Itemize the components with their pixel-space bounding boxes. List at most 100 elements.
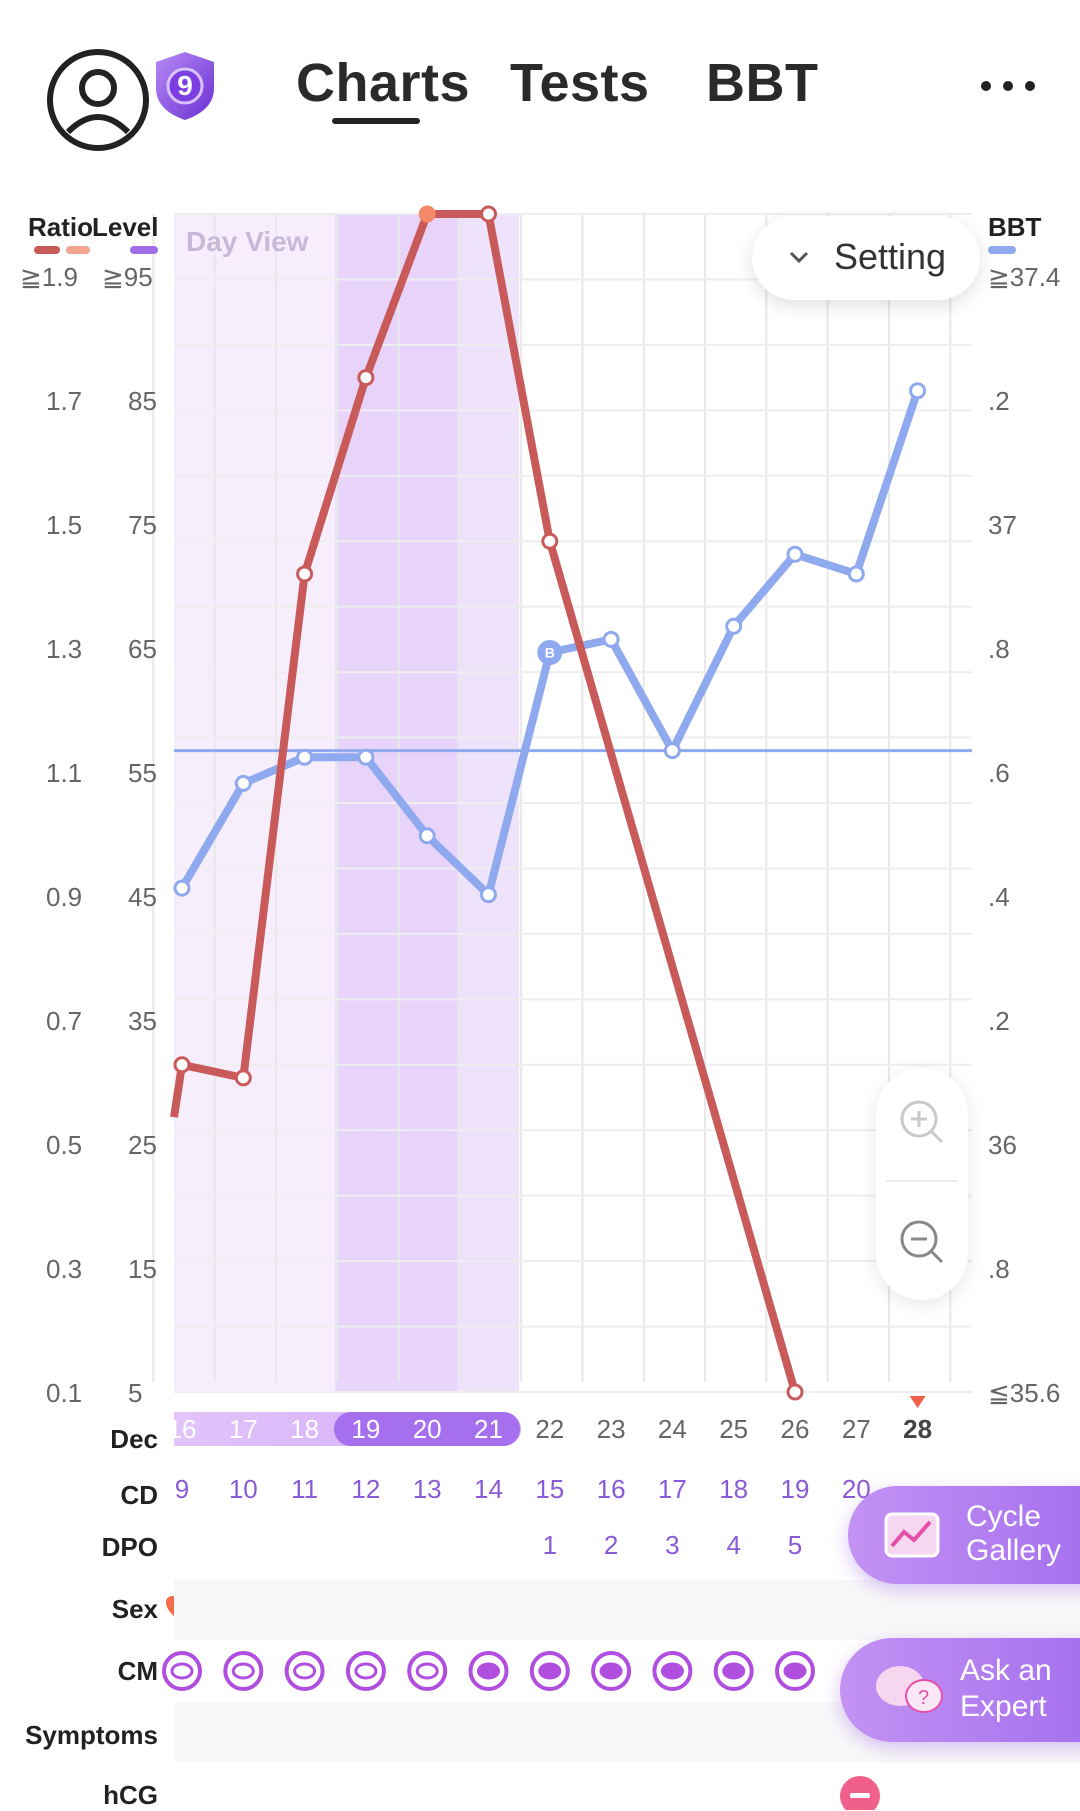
ratio-tick-label: 1.7 — [46, 386, 83, 416]
ask-expert-line2: Expert — [960, 1690, 1047, 1723]
date-cell[interactable]: 19 — [351, 1414, 381, 1444]
date-cell[interactable]: 18 — [290, 1414, 320, 1444]
cervical-mucus-icon[interactable] — [775, 1651, 815, 1691]
setting-button[interactable]: Setting — [752, 216, 980, 300]
ratio-light-legend-swatch — [66, 246, 90, 254]
bbt-point — [296, 748, 314, 766]
ratio-tick-label: 0.5 — [46, 1130, 83, 1160]
bbt-point — [786, 545, 804, 563]
bbt-legend-swatch — [988, 246, 1016, 254]
ratio-point — [418, 205, 436, 223]
bbt-point — [357, 748, 375, 766]
bbt-marker-label: B — [545, 644, 555, 660]
svg-text:?: ? — [918, 1687, 929, 1709]
symptoms-row-label: Symptoms — [25, 1720, 158, 1750]
bbt-tick-label: 37 — [988, 510, 1017, 540]
cd-cell[interactable]: 11 — [291, 1474, 319, 1504]
bbt-top-value: ≧37.4 — [988, 262, 1061, 292]
zoom-divider — [886, 1180, 958, 1182]
cd-cell[interactable]: 10 — [228, 1474, 258, 1504]
date-cell[interactable]: 28 — [903, 1414, 933, 1444]
hcg-row-label: hCG — [103, 1780, 158, 1810]
peak-date-pill — [333, 1412, 521, 1446]
chevron-down-icon — [789, 251, 809, 264]
dpo-cell[interactable]: 3 — [665, 1530, 680, 1560]
ratio-point — [234, 1069, 252, 1087]
date-cell[interactable]: 21 — [474, 1414, 503, 1444]
ask-expert-button[interactable]: ? Ask an Expert — [840, 1638, 1080, 1742]
active-tab-indicator — [332, 118, 420, 124]
cervical-mucus-icon[interactable] — [468, 1651, 509, 1691]
bbt-point — [234, 774, 252, 792]
cervical-mucus-icon[interactable] — [407, 1651, 448, 1691]
dpo-cell[interactable]: 2 — [603, 1530, 619, 1560]
ratio-axis-label: Ratio — [28, 212, 93, 242]
cervical-mucus-icon[interactable] — [162, 1651, 202, 1691]
ratio-point — [173, 1056, 191, 1074]
bbt-point — [537, 639, 563, 665]
cd-cell[interactable]: 15 — [535, 1474, 565, 1504]
date-cell[interactable]: 24 — [657, 1414, 687, 1444]
cd-cell[interactable]: 13 — [412, 1474, 442, 1504]
cd-cell[interactable]: 14 — [474, 1474, 503, 1504]
cervical-mucus-icon[interactable] — [223, 1651, 264, 1691]
profile-avatar-icon[interactable] — [46, 48, 150, 152]
bbt-point — [909, 382, 927, 400]
ratio-point — [541, 532, 559, 550]
top-bar: 9 Charts Tests BBT — [0, 0, 1080, 170]
cd-cell[interactable]: 16 — [596, 1474, 626, 1504]
cm-row-label: CM — [117, 1656, 158, 1686]
cycle-gallery-button[interactable]: Cycle Gallery — [848, 1486, 1080, 1584]
bbt-tick-label: .8 — [988, 634, 1010, 664]
cervical-mucus-icon[interactable] — [591, 1651, 632, 1691]
date-cell[interactable]: 17 — [228, 1414, 258, 1444]
date-cell[interactable]: 26 — [780, 1414, 810, 1444]
bbt-tick-label: .2 — [988, 386, 1010, 416]
level-tick-label: 5 — [128, 1378, 143, 1408]
level-tick-label: 45 — [128, 882, 157, 912]
hcg-negative-icon[interactable] — [838, 1774, 882, 1810]
cervical-mucus-icon[interactable] — [652, 1651, 693, 1691]
level-axis-label: Level — [92, 212, 159, 242]
zoom-in-icon[interactable] — [898, 1098, 946, 1146]
dpo-cell[interactable]: 4 — [726, 1530, 741, 1560]
tab-bbt[interactable]: BBT — [706, 53, 819, 113]
bbt-tick-label: .4 — [988, 882, 1010, 912]
cervical-mucus-icon[interactable] — [284, 1651, 325, 1691]
tab-tests[interactable]: Tests — [510, 53, 650, 113]
cycle-gallery-line2: Gallery — [966, 1534, 1062, 1567]
ratio-tick-label: 0.9 — [46, 882, 83, 912]
cd-cell[interactable]: 17 — [657, 1474, 687, 1504]
level-badge-number: 9 — [177, 70, 193, 101]
level-tick-label: 75 — [128, 510, 157, 540]
more-options-icon[interactable] — [978, 76, 1038, 96]
tab-charts[interactable]: Charts — [296, 53, 471, 113]
date-cell[interactable]: 27 — [841, 1414, 871, 1444]
dpo-cell[interactable]: 5 — [787, 1530, 803, 1560]
date-cell[interactable]: 20 — [412, 1414, 442, 1444]
cd-cell[interactable]: 18 — [719, 1474, 749, 1504]
level-tick-label: 55 — [128, 758, 157, 788]
date-cell[interactable]: 23 — [596, 1414, 626, 1444]
bbt-point — [173, 879, 191, 897]
cervical-mucus-icon[interactable] — [529, 1651, 570, 1691]
date-cell[interactable]: 16 — [167, 1414, 197, 1444]
date-cell[interactable]: 25 — [719, 1414, 749, 1444]
bbt-point — [847, 565, 865, 583]
level-tick-label: 85 — [128, 386, 157, 416]
cd-cell[interactable]: 9 — [174, 1474, 190, 1504]
ratio-point — [296, 565, 314, 583]
cd-cell[interactable]: 19 — [780, 1474, 810, 1504]
cervical-mucus-icon[interactable] — [713, 1651, 754, 1691]
level-tick-label: 35 — [128, 1006, 157, 1036]
cd-cell[interactable]: 12 — [351, 1474, 381, 1504]
sex-row-label: Sex — [111, 1594, 158, 1624]
zoom-out-icon[interactable] — [898, 1218, 946, 1266]
bbt-tick-label: 36 — [988, 1130, 1017, 1160]
cervical-mucus-icon[interactable] — [345, 1651, 386, 1691]
sex-row-band — [174, 1580, 1080, 1640]
dpo-cell[interactable]: 1 — [542, 1530, 558, 1560]
level-badge-icon[interactable]: 9 — [152, 50, 218, 122]
date-cell[interactable]: 22 — [535, 1414, 565, 1444]
bbt-point — [418, 827, 436, 845]
